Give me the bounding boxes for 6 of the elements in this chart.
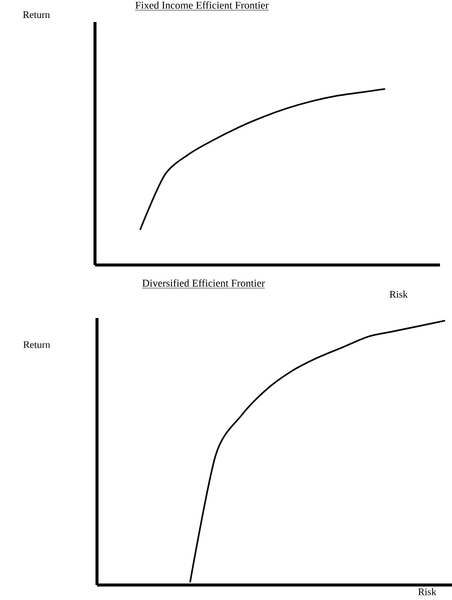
chart-title: Fixed Income Efficient Frontier: [135, 1, 269, 9]
chart-title: Diversified Efficient Frontier: [142, 279, 265, 287]
x-axis-title: Risk: [418, 588, 436, 596]
y-axis-title: Return: [23, 11, 50, 18]
x-axis-title: Risk: [390, 290, 408, 298]
y-axis-title: Return: [23, 341, 50, 348]
